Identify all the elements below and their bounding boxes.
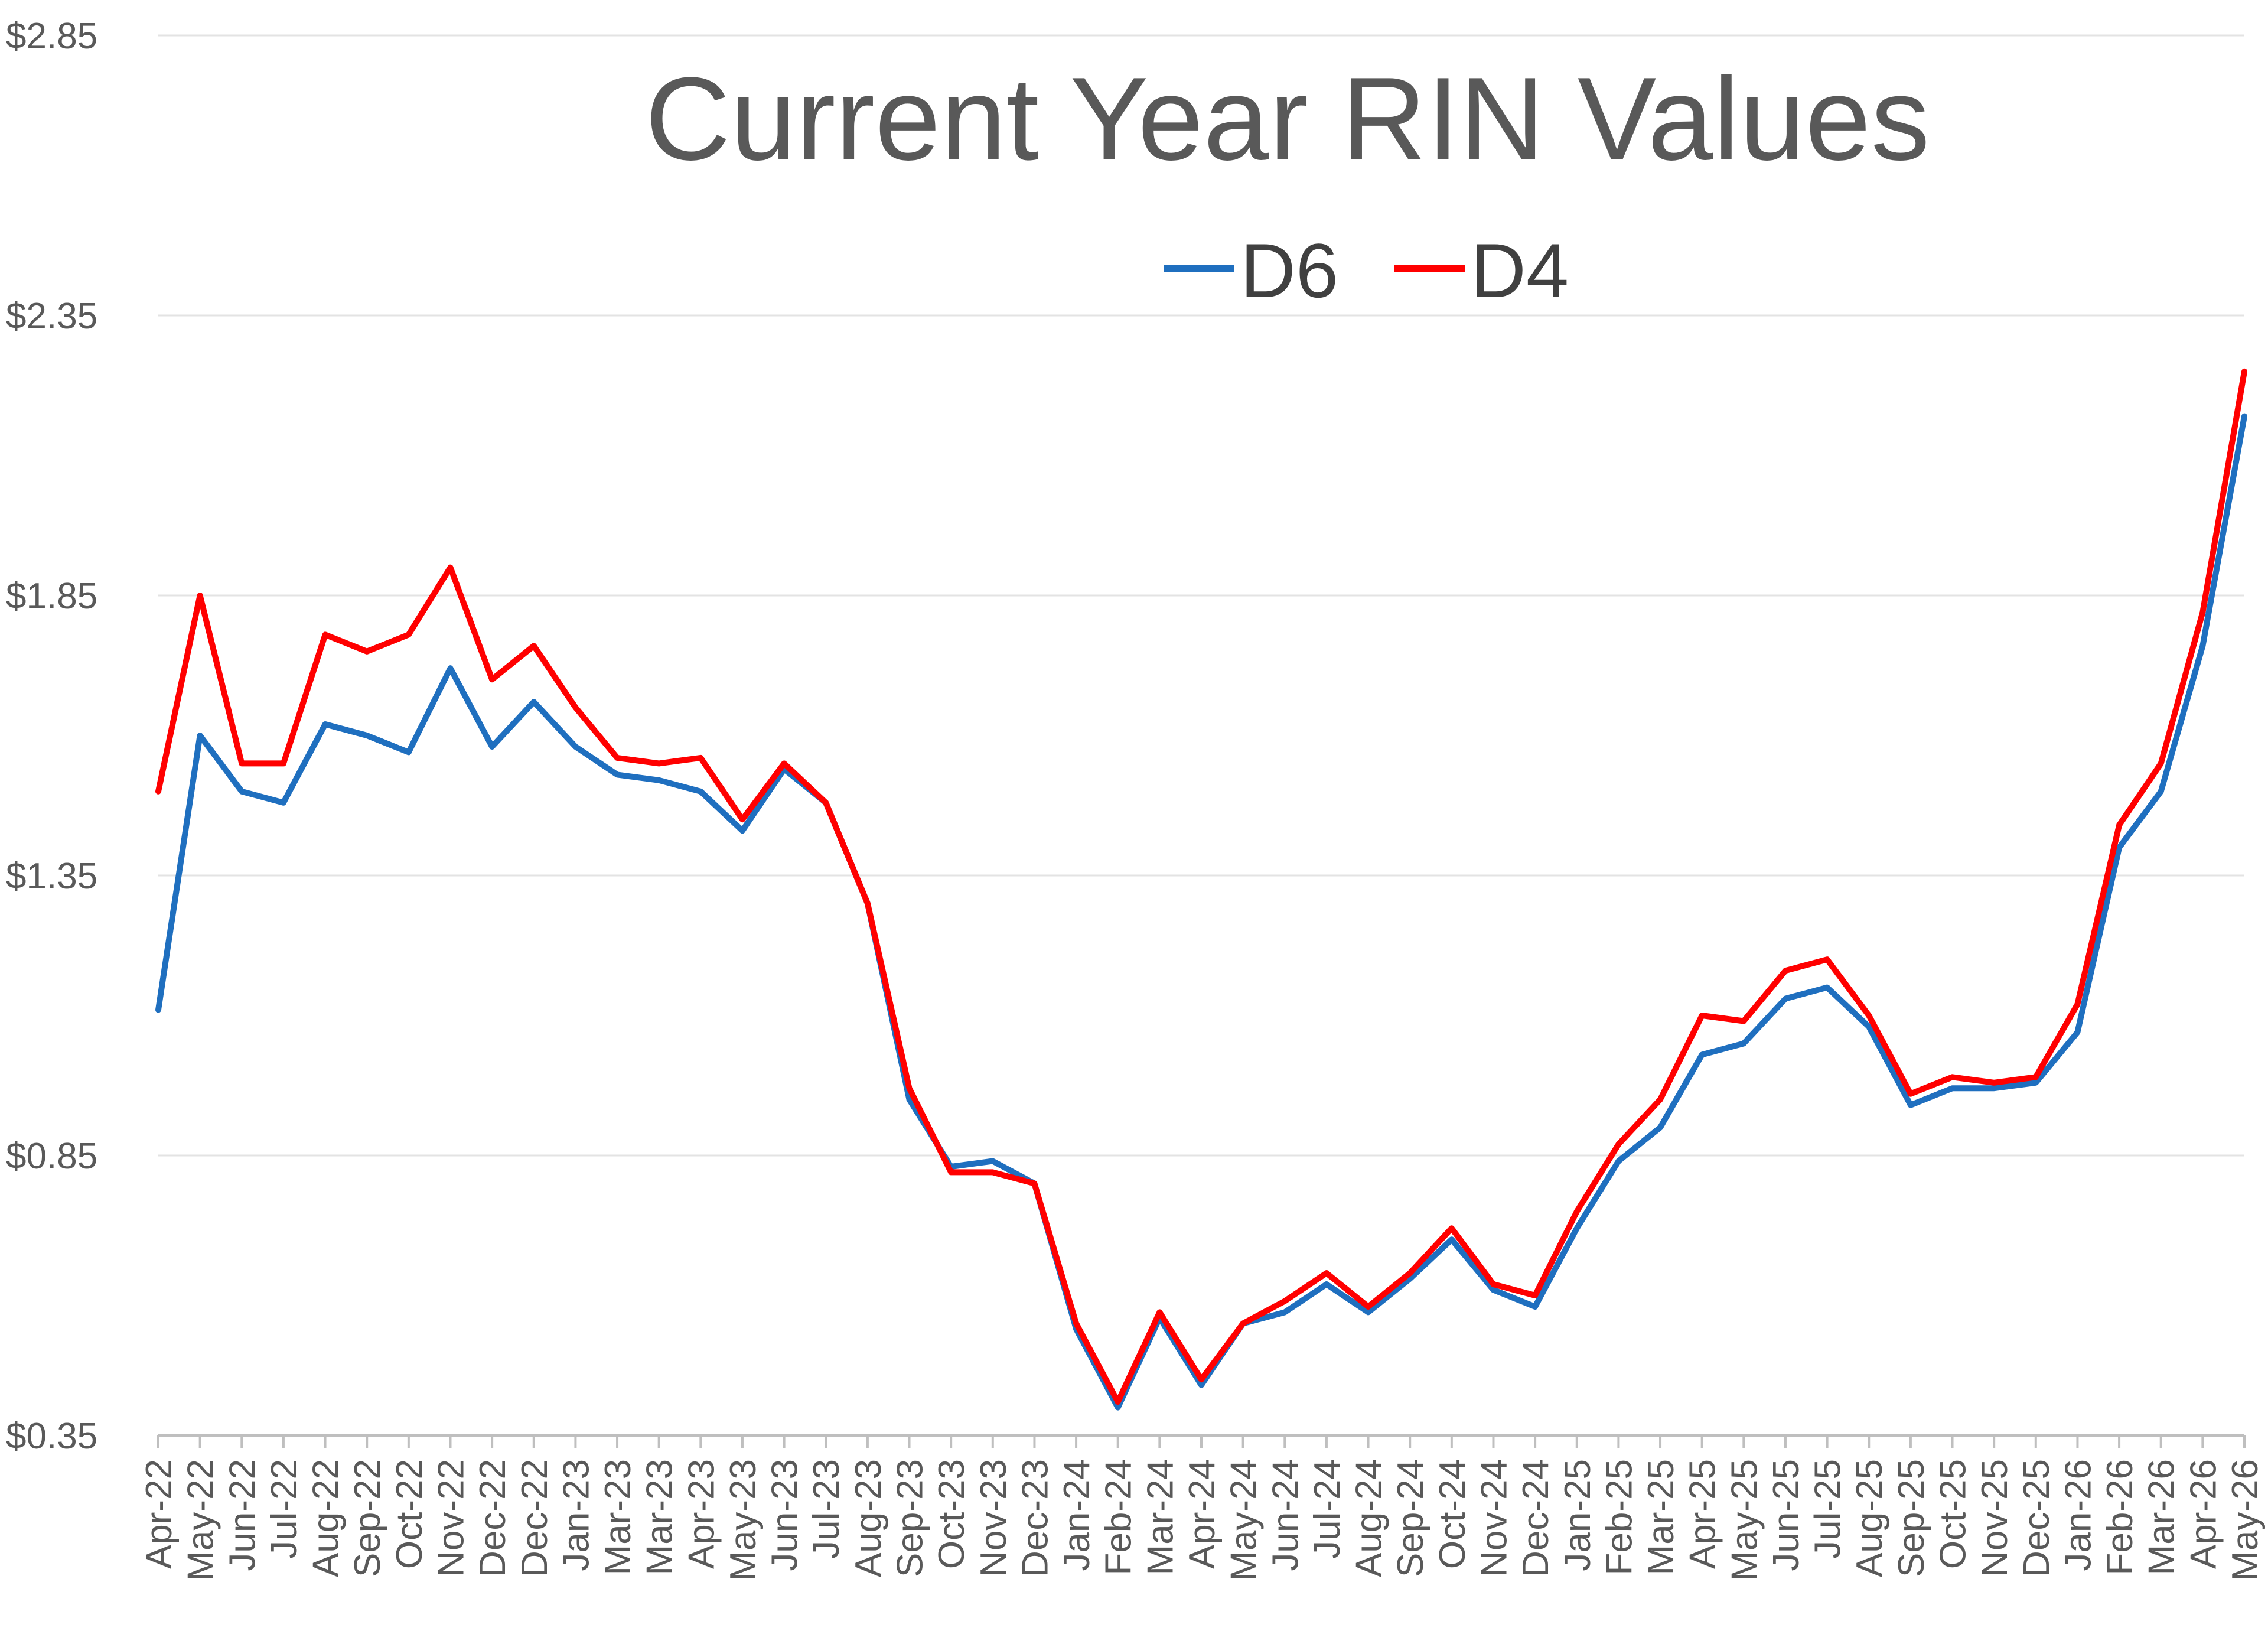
x-tick-label: May-25 [1724,1459,1765,1581]
x-tick-label: Jan-25 [1557,1459,1598,1571]
y-tick-label: $2.85 [6,16,97,57]
x-tick-label: Apr-26 [2183,1459,2224,1569]
y-tick-label: $2.35 [6,296,97,337]
y-axis-ticks: $0.35 $0.85 $1.35 $1.85 $2.35 $2.85 [6,16,97,1457]
x-tick-label: Dec-22 [472,1459,513,1577]
x-tick-label: Sep-22 [347,1459,388,1577]
x-tick-label: Oct-22 [389,1459,430,1569]
x-tick-label: Jun-24 [1265,1459,1306,1571]
x-tick-label: Aug-25 [1849,1459,1890,1577]
x-tick-label: Apr-24 [1182,1459,1223,1569]
x-tick-label: Jun-22 [222,1459,263,1571]
y-tick-label: $1.85 [6,576,97,617]
chart-title: Current Year RIN Values [645,53,1930,185]
x-tick-label: Apr-23 [681,1459,722,1569]
x-tick-label: Nov-23 [973,1459,1014,1577]
x-tick-label: Jun-23 [765,1459,806,1571]
y-tick-label: $0.85 [6,1136,97,1177]
legend-label-d4: D4 [1471,227,1569,314]
x-tick-label: Feb-26 [2100,1459,2140,1575]
x-tick-label: Aug-24 [1349,1459,1390,1577]
x-tick-label: Apr-22 [139,1459,180,1569]
x-tick-label: Aug-22 [306,1459,347,1577]
x-tick-label: Aug-23 [848,1459,889,1577]
x-tick-label: Dec-22 [514,1459,555,1577]
x-tick-label: Nov-25 [1974,1459,2015,1577]
x-tick-label: Jan-23 [556,1459,597,1571]
legend: D6 D4 [1164,227,1569,314]
legend-label-d6: D6 [1240,227,1338,314]
series-lines [155,368,2247,1411]
x-tick-label: Mar-24 [1140,1459,1181,1575]
x-tick-label: Feb-25 [1599,1459,1640,1575]
x-tick-label: Jul-23 [806,1459,847,1559]
x-tick-label: Jul-25 [1808,1459,1849,1559]
x-tick-label: Dec-23 [1015,1459,1055,1577]
x-tick-label: Nov-24 [1474,1459,1514,1577]
x-tick-label: Oct-24 [1432,1459,1473,1569]
x-tick-label: Oct-25 [1933,1459,1974,1569]
x-tick-label: May-22 [181,1459,221,1581]
y-tick-label: $1.35 [6,856,97,897]
y-tick-label: $0.35 [6,1416,97,1457]
x-tick-label: May-26 [2225,1459,2266,1581]
gridlines [158,34,2244,1437]
x-tick-label: Feb-24 [1099,1459,1139,1575]
x-tick-label: Mar-23 [598,1459,638,1575]
x-tick-label: Sep-24 [1390,1459,1431,1577]
x-tick-label: Mar-26 [2142,1459,2182,1575]
series-line-d4 [155,368,2247,1405]
x-tick-label: Sep-25 [1891,1459,1932,1577]
x-tick-label: Jan-26 [2058,1459,2098,1571]
x-tick-label: Jul-22 [264,1459,305,1559]
x-tick-label: Mar-23 [640,1459,680,1575]
x-axis-ticks: Apr-22 May-22 Jun-22 Jul-22 Aug-22 Sep-22 Oct-… [139,1435,2266,1581]
x-tick-label: Sep-23 [890,1459,931,1577]
x-tick-label: May-24 [1224,1459,1265,1581]
series-line-d6 [155,413,2247,1411]
x-tick-label: Jun-25 [1766,1459,1807,1571]
x-tick-label: Dec-25 [2016,1459,2057,1577]
x-tick-label: May-23 [723,1459,764,1581]
x-tick-label: Mar-25 [1641,1459,1682,1575]
x-tick-label: Dec-24 [1516,1459,1556,1577]
x-tick-label: Jan-24 [1057,1459,1097,1571]
x-tick-label: Apr-25 [1683,1459,1723,1569]
x-tick-label: Jul-24 [1307,1459,1348,1559]
x-tick-label: Oct-23 [931,1459,972,1569]
x-tick-label: Nov-22 [431,1459,471,1577]
